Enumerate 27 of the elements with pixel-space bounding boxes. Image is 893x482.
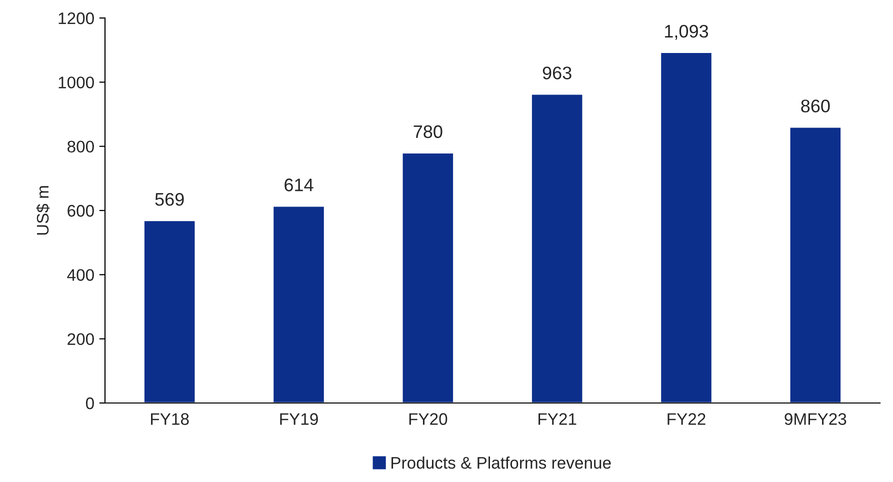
y-tick-label: 1200	[58, 12, 94, 24]
y-tick-label: 600	[68, 204, 94, 217]
data-label: 569	[155, 192, 184, 206]
x-tick-label: FY20	[409, 413, 448, 425]
x-tick-label: 9MFY23	[784, 413, 846, 425]
data-label: 963	[542, 66, 572, 80]
bar	[530, 93, 584, 403]
y-tick-label: 800	[68, 140, 94, 153]
bar	[272, 205, 326, 403]
y-axis-title: US$ m	[36, 186, 50, 235]
y-tick-label: 1000	[58, 76, 94, 88]
y-tick-label: 400	[67, 269, 94, 281]
bar	[401, 152, 454, 403]
bar	[143, 220, 196, 403]
legend-label: Products & Platforms revenue	[392, 456, 611, 469]
data-label: 860	[801, 100, 830, 112]
bar	[660, 52, 713, 403]
bar	[788, 126, 842, 403]
data-label: 780	[414, 125, 442, 138]
x-tick-label: FY22	[668, 413, 706, 425]
y-tick-label: 0	[86, 397, 94, 410]
data-label: 1,093	[665, 24, 708, 40]
x-tick-label: FY21	[538, 413, 576, 425]
x-tick-label: FY18	[151, 413, 189, 425]
data-label: 614	[284, 178, 314, 192]
y-tick-label: 200	[68, 333, 94, 346]
x-tick-label: FY19	[280, 413, 318, 425]
